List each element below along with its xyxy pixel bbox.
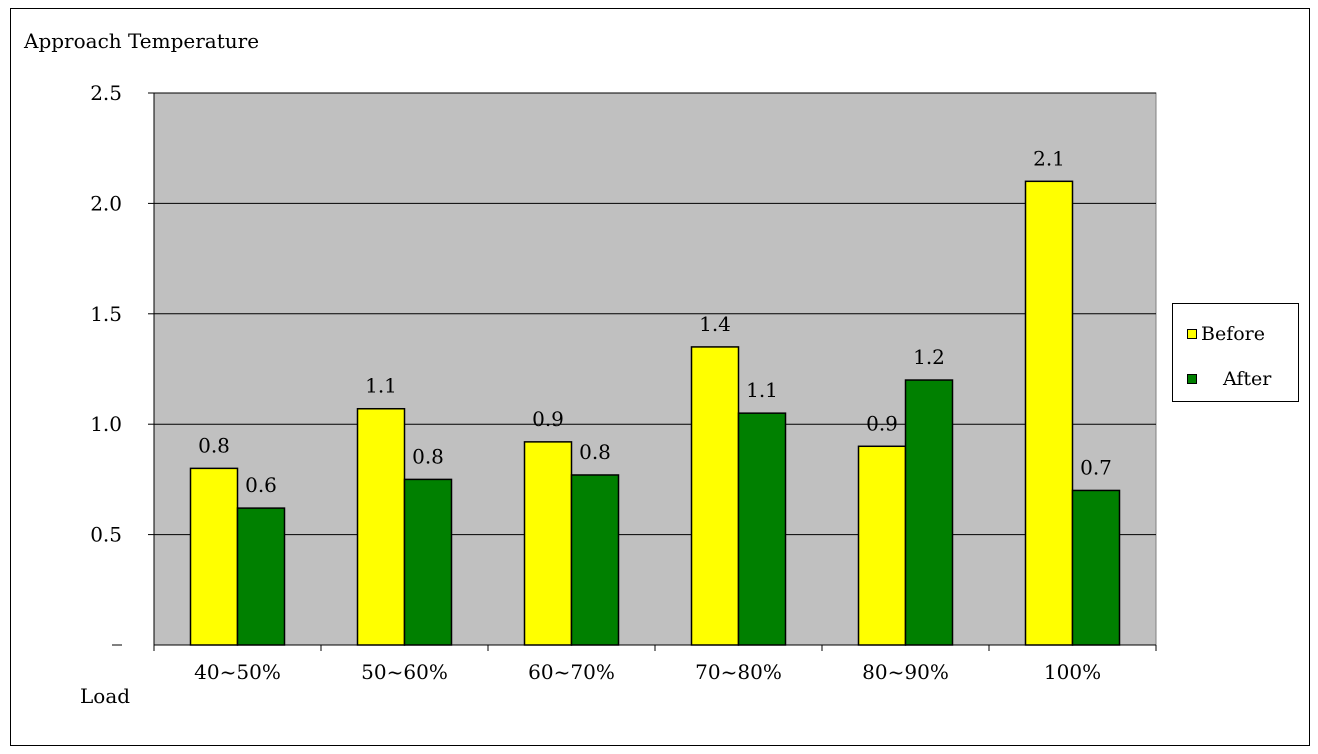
x-tick-label: 50~60% — [361, 660, 448, 684]
x-axis-title: Load — [80, 684, 131, 708]
y-tick-label: 2.5 — [90, 81, 122, 105]
bar-after — [403, 478, 453, 646]
legend: Before After — [1172, 303, 1299, 402]
bar-before — [857, 445, 907, 646]
x-tick-label: 100% — [1044, 660, 1101, 684]
data-label: 0.9 — [866, 411, 898, 435]
data-label: 0.6 — [245, 473, 277, 497]
bar-after — [904, 379, 954, 646]
legend-label-after: After — [1223, 368, 1272, 390]
plot-area — [153, 92, 1157, 646]
bar-before — [356, 407, 406, 646]
legend-swatch-after — [1187, 374, 1197, 384]
x-tick-label: 40~50% — [194, 660, 281, 684]
y-tick-label: 0.5 — [90, 523, 122, 547]
bar-before — [690, 346, 740, 646]
legend-item-after: After — [1187, 367, 1271, 391]
legend-label-before: Before — [1201, 323, 1266, 345]
data-label: 1.2 — [913, 345, 945, 369]
data-label: 0.8 — [412, 444, 444, 468]
data-label: 2.1 — [1033, 146, 1065, 170]
bar-after — [236, 507, 286, 646]
bar-before — [1024, 180, 1074, 646]
legend-item-before: Before — [1187, 322, 1265, 346]
bar-after — [1071, 489, 1121, 646]
x-tick-label: 70~80% — [695, 660, 782, 684]
y-tick-label: 1.5 — [90, 302, 122, 326]
data-label: 0.7 — [1080, 455, 1112, 479]
bar-before — [523, 441, 573, 646]
bar-before — [189, 467, 239, 646]
data-label: 0.9 — [532, 407, 564, 431]
data-label: 1.1 — [746, 378, 778, 402]
data-label: 0.8 — [198, 433, 230, 457]
data-label: 1.4 — [699, 312, 731, 336]
data-label: 1.1 — [365, 374, 397, 398]
y-tick-label: 1.0 — [90, 412, 122, 436]
y-axis-title: Approach Temperature — [24, 29, 260, 53]
data-label: 0.8 — [579, 440, 611, 464]
x-tick-label: 60~70% — [528, 660, 615, 684]
y-tick-label: 2.0 — [90, 191, 122, 215]
bar-after — [737, 412, 787, 646]
x-tick-label: 80~90% — [862, 660, 949, 684]
legend-swatch-before — [1187, 329, 1197, 339]
bar-after — [570, 474, 620, 646]
